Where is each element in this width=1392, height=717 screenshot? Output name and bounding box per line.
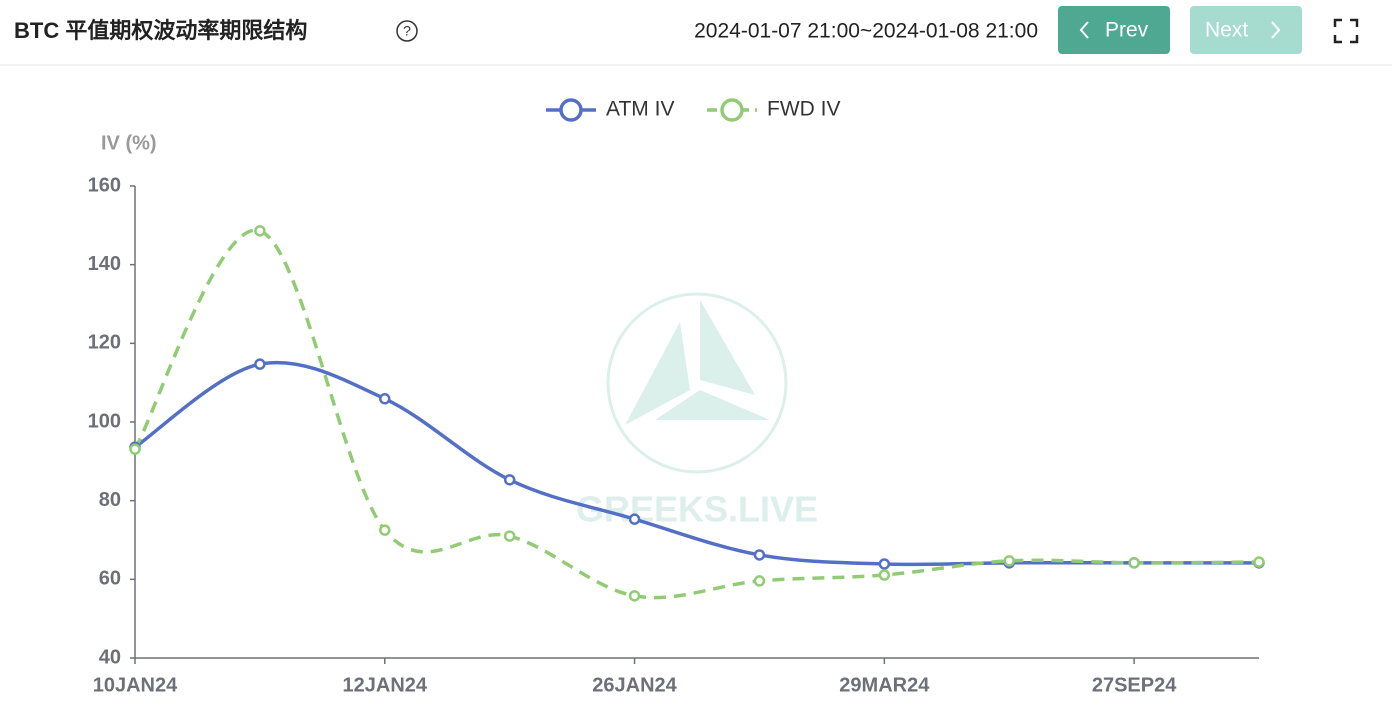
data-point — [753, 575, 766, 587]
data-point — [503, 474, 516, 486]
date-range: 2024-01-07 21:00~2024-01-08 21:00 — [694, 20, 1038, 43]
watermark: GREEKS.LIVE — [576, 489, 818, 530]
data-point — [379, 524, 391, 536]
data-point — [628, 513, 641, 525]
fullscreen-icon[interactable] — [1333, 18, 1359, 44]
legend-label: ATM IV — [606, 98, 674, 121]
legend-swatch-marker — [559, 98, 583, 122]
data-point — [753, 549, 766, 561]
help-icon[interactable]: ? — [396, 20, 418, 42]
page-title: BTC 平值期权波动率期限结构 — [14, 18, 307, 43]
data-point — [1128, 557, 1140, 569]
y-tick-label: 140 — [88, 253, 121, 275]
y-tick-label: 80 — [99, 489, 121, 511]
y-tick-label: 160 — [88, 174, 121, 196]
y-tick-label: 60 — [99, 568, 121, 590]
data-point — [254, 358, 266, 370]
x-tick-label: 26JAN24 — [592, 674, 677, 696]
data-point — [878, 569, 891, 581]
y-axis-title: IV (%) — [101, 132, 157, 154]
data-point — [628, 590, 641, 602]
data-point — [129, 443, 141, 455]
watermark-logo — [606, 292, 788, 474]
y-tick-label: 40 — [99, 646, 121, 668]
series-line — [134, 360, 1259, 567]
x-tick-label: 27SEP24 — [1092, 674, 1177, 696]
legend-swatch-marker — [720, 98, 744, 122]
y-tick-label: 100 — [88, 410, 121, 432]
x-tick-label: 10JAN24 — [93, 674, 178, 696]
data-point — [1003, 555, 1015, 567]
data-point — [503, 530, 516, 542]
data-point — [254, 225, 266, 237]
data-point — [379, 393, 391, 405]
prev-button[interactable]: Prev — [1058, 6, 1170, 54]
data-point — [878, 558, 891, 570]
y-tick-label: 120 — [88, 332, 121, 354]
legend-label: FWD IV — [767, 98, 841, 121]
next-button[interactable]: Next — [1190, 6, 1302, 54]
data-point — [1253, 556, 1265, 568]
svg-text:?: ? — [403, 23, 411, 39]
next-label: Next — [1205, 19, 1248, 42]
x-tick-label: 12JAN24 — [343, 674, 428, 696]
x-tick-label: 29MAR24 — [839, 674, 930, 696]
prev-label: Prev — [1105, 19, 1149, 42]
